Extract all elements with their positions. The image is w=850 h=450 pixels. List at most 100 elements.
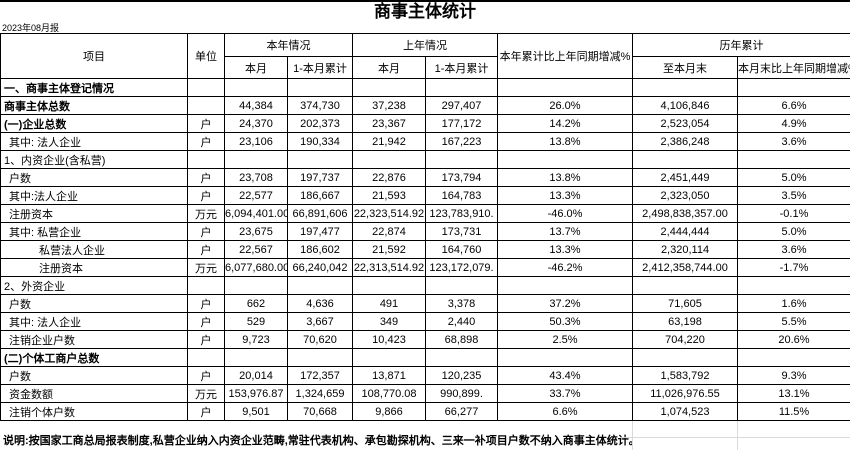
col-header-unit: 单位 [187,33,225,79]
table-row: 其中: 私营企业户 23,675 197,477 22,874 173,731 13.7%… [0,222,850,241]
value-cell: 22,567 [224,240,288,259]
value-cell: 2,320,114 [632,240,738,259]
unit-cell: 户 [187,240,225,259]
value-cell: 123,783,910. [425,204,498,223]
table-row: 其中:法人企业户 22,577 186,667 21,593 164,783 13.3% 2… [0,186,850,205]
value-cell: 1.6% [737,294,850,313]
item-label-cell: 注册资本 [0,258,188,277]
item-label-cell: 其中: 法人企业 [0,312,188,331]
table-row: 2、外资企业 [0,276,850,295]
item-label-cell: 一、商事主体登记情况 [0,78,188,97]
value-cell: 20.6% [737,330,850,349]
table-row: 私营法人企业户 22,567 186,602 21,592 164,760 13.3% 2,… [0,240,850,259]
item-label-cell: 其中: 法人企业 [0,132,188,151]
unit-cell [187,276,225,295]
unit-cell [187,78,225,97]
value-cell: 23,675 [224,222,288,241]
value-cell: 13.1% [737,384,850,403]
top-border-rule [0,0,850,2]
table-row: 注册资本 万元 6,077,680.00 66,240,042 22,313,514.9… [0,258,850,277]
value-cell: 21,593 [352,186,426,205]
unit-cell: 户 [187,402,225,421]
unit-cell [187,150,225,169]
value-cell: -1.7% [737,258,850,277]
value-cell: 173,731 [425,222,498,241]
value-cell [352,348,426,367]
value-cell [737,78,850,97]
value-cell: 10,423 [352,330,426,349]
stats-table: 项目 单位 本年情况 上年情况 本年累计比上年同期增减% 历年累计 本月 1-本… [0,33,850,421]
value-cell: 37.2% [497,294,633,313]
value-cell: 23,106 [224,132,288,151]
value-cell: 6,077,680.00 [224,258,288,277]
period-row: 2023年08月报 [0,22,850,34]
value-cell: 186,602 [287,240,353,259]
value-cell: 13.3% [497,186,633,205]
value-cell: 9,723 [224,330,288,349]
value-cell: -46.0% [497,204,633,223]
value-cell: 11,026,976.55 [632,384,738,403]
value-cell: 13.3% [497,240,633,259]
col-header-this-month-prev: 本月 [352,56,426,79]
unit-cell: 户 [187,312,225,331]
value-cell: 1,074,523 [632,402,738,421]
col-header-this-month: 本月 [224,56,288,79]
table-row: 一、商事主体登记情况 [0,78,850,97]
value-cell: 2,323,050 [632,186,738,205]
unit-cell: 户 [187,186,225,205]
unit-cell: 万元 [187,204,225,223]
value-cell: 4.9% [737,114,850,133]
unit-cell: 户 [187,366,225,385]
value-cell [352,276,426,295]
value-cell: 71,605 [632,294,738,313]
unit-cell: 户 [187,168,225,187]
value-cell: 6,094,401.00 [224,204,288,223]
value-cell: 4,636 [287,294,353,313]
value-cell: 21,942 [352,132,426,151]
value-cell: 13.8% [497,132,633,151]
unit-cell: 户 [187,114,225,133]
table-row: 商事主体总数 44,384 374,730 37,238 297,407 26.0% 4,1… [0,96,850,115]
value-cell: 70,668 [287,402,353,421]
value-cell: 120,235 [425,366,498,385]
table-row: 注销个体户数户 9,501 70,668 9,866 66,277 6.6% 1,074,5… [0,402,850,421]
report-period: 2023年08月报 [2,23,60,34]
spreadsheet-gridline [632,421,633,450]
col-header-cum-to-month-prev: 1-本月累计 [425,56,498,79]
value-cell: 186,667 [287,186,353,205]
spreadsheet-gridline [620,437,850,438]
value-cell: 5.0% [737,222,850,241]
value-cell [224,150,288,169]
value-cell: 50.3% [497,312,633,331]
value-cell: 66,891,606 [287,204,353,223]
value-cell [632,348,738,367]
value-cell: 22,874 [352,222,426,241]
item-label-cell: 1、内资企业(含私营) [0,150,188,169]
value-cell: 164,760 [425,240,498,259]
unit-cell: 万元 [187,384,225,403]
value-cell [497,150,633,169]
value-cell [737,348,850,367]
value-cell: 68,898 [425,330,498,349]
value-cell: 173,794 [425,168,498,187]
value-cell: 202,373 [287,114,353,133]
value-cell: 3,667 [287,312,353,331]
value-cell: 167,223 [425,132,498,151]
value-cell: 9,501 [224,402,288,421]
item-label-cell: 其中:法人企业 [0,186,188,205]
item-label-cell: 户数 [0,294,188,313]
item-label-cell: 户数 [0,168,188,187]
item-label-cell: 注销个体户数 [0,402,188,421]
value-cell: 3.6% [737,240,850,259]
item-label-cell: (二)个体工商户总数 [0,348,188,367]
value-cell: 197,477 [287,222,353,241]
table-row: 其中: 法人企业户 23,106 190,334 21,942 167,223 13.8%… [0,132,850,151]
value-cell: 11.5% [737,402,850,421]
value-cell: 349 [352,312,426,331]
value-cell: 1,324,659 [287,384,353,403]
value-cell: 6.6% [737,96,850,115]
value-cell: 33.7% [497,384,633,403]
item-label-cell: 注销企业户数 [0,330,188,349]
value-cell: 190,334 [287,132,353,151]
value-cell: 5.0% [737,168,850,187]
